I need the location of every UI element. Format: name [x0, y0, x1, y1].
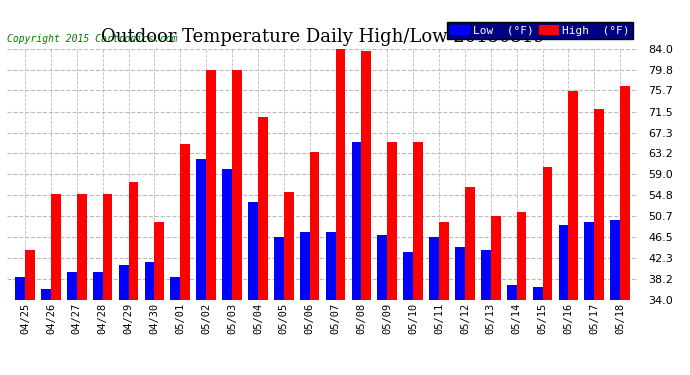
Bar: [258, 117, 268, 300]
Bar: [362, 51, 371, 300]
Bar: [377, 235, 387, 300]
Bar: [128, 182, 139, 300]
Bar: [41, 289, 51, 300]
Bar: [455, 247, 465, 300]
Bar: [248, 202, 258, 300]
Bar: [335, 46, 346, 300]
Bar: [222, 170, 232, 300]
Bar: [180, 144, 190, 300]
Text: Copyright 2015 Cartronics.com: Copyright 2015 Cartronics.com: [7, 34, 177, 44]
Bar: [77, 195, 87, 300]
Title: Outdoor Temperature Daily High/Low 20150519: Outdoor Temperature Daily High/Low 20150…: [101, 28, 544, 46]
Bar: [274, 237, 284, 300]
Bar: [439, 222, 449, 300]
Bar: [413, 142, 423, 300]
Bar: [569, 92, 578, 300]
Bar: [404, 252, 413, 300]
Bar: [517, 212, 526, 300]
Bar: [465, 187, 475, 300]
Bar: [542, 167, 553, 300]
Bar: [594, 109, 604, 300]
Bar: [103, 195, 112, 300]
Bar: [25, 250, 35, 300]
Bar: [145, 262, 155, 300]
Bar: [197, 159, 206, 300]
Bar: [51, 195, 61, 300]
Bar: [620, 87, 630, 300]
Bar: [93, 272, 103, 300]
Bar: [559, 225, 569, 300]
Bar: [15, 278, 25, 300]
Bar: [352, 142, 362, 300]
Bar: [67, 272, 77, 300]
Bar: [300, 232, 310, 300]
Bar: [481, 250, 491, 300]
Bar: [326, 232, 335, 300]
Bar: [533, 287, 542, 300]
Bar: [119, 265, 128, 300]
Bar: [611, 220, 620, 300]
Bar: [429, 237, 439, 300]
Bar: [584, 222, 594, 300]
Bar: [206, 70, 216, 300]
Bar: [284, 192, 294, 300]
Bar: [170, 278, 180, 300]
Bar: [506, 285, 517, 300]
Bar: [491, 216, 501, 300]
Bar: [310, 152, 319, 300]
Bar: [155, 222, 164, 300]
Bar: [232, 70, 241, 300]
Legend: Low  (°F), High  (°F): Low (°F), High (°F): [446, 22, 633, 39]
Bar: [387, 142, 397, 300]
